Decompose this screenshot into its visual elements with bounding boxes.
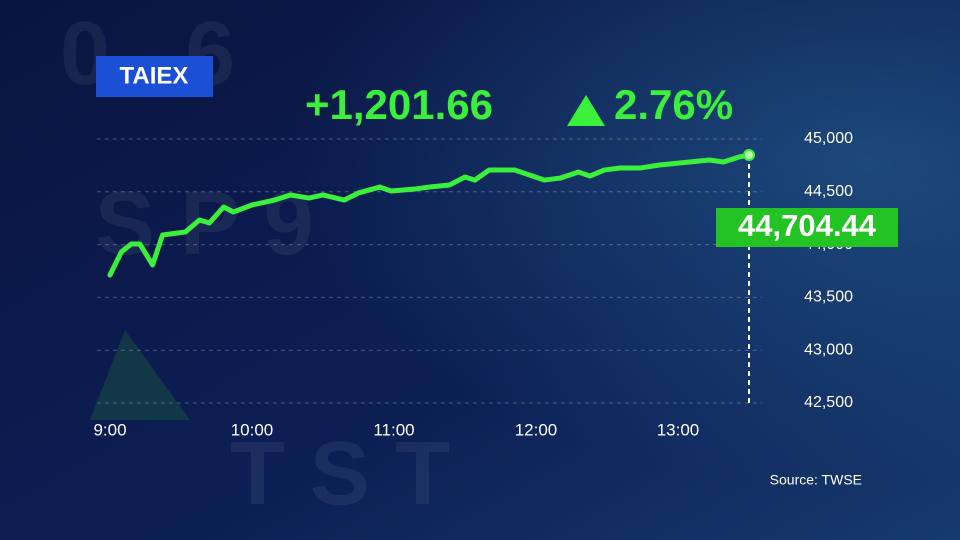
x-tick-label: 9:00 <box>93 420 126 439</box>
y-tick-label: 43,500 <box>804 289 853 306</box>
decor-triangle <box>90 330 190 420</box>
change: +1,201.66 <box>305 81 493 128</box>
badge-box <box>96 56 213 97</box>
badge: TAIEX <box>120 62 189 89</box>
change-pct: 2.76% <box>614 81 733 128</box>
svg-text:T S T: T S T <box>230 424 450 524</box>
y-tick-label: 43,000 <box>804 341 853 358</box>
x-tick-label: 11:00 <box>373 420 414 439</box>
latest-box <box>716 208 898 247</box>
x-tick-label: 12:00 <box>515 420 558 439</box>
x-tick-label: 13:00 <box>657 420 700 439</box>
latest-value: 44,704.44 <box>738 208 877 243</box>
y-tick-label: 45,000 <box>804 130 853 147</box>
line <box>107 152 752 278</box>
y-tick-label: 42,500 <box>804 394 853 411</box>
source: Source: TWSE <box>770 472 862 488</box>
x-tick-label: 10:00 <box>231 420 274 439</box>
y-tick-label: 44,500 <box>804 183 853 200</box>
end-point <box>743 149 755 162</box>
up-arrow <box>567 95 605 126</box>
